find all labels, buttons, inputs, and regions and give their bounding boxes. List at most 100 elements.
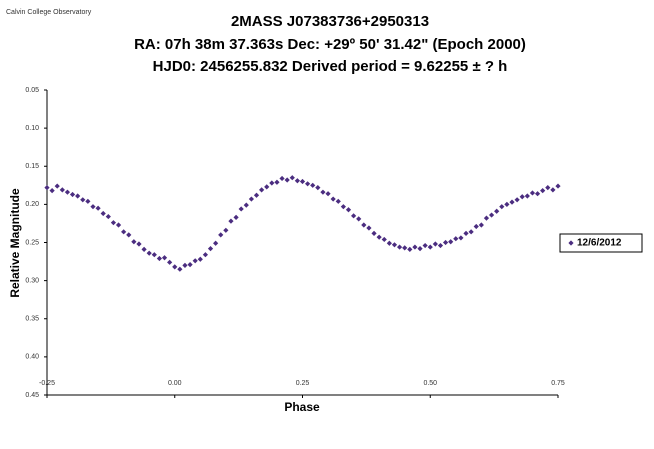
data-point <box>269 180 275 186</box>
data-point <box>437 242 444 249</box>
data-point <box>131 239 137 245</box>
data-point <box>524 193 530 199</box>
data-point <box>432 241 438 247</box>
data-point <box>463 230 469 236</box>
data-point <box>442 239 449 246</box>
data-point <box>305 181 311 187</box>
data-point <box>396 244 403 250</box>
data-point <box>253 192 260 198</box>
y-tick-label: 0.25 <box>25 239 39 246</box>
data-point <box>534 191 541 197</box>
title-line: 2MASS J07383736+2950313 <box>231 13 429 30</box>
data-point <box>483 215 490 221</box>
data-point <box>310 182 316 188</box>
data-point <box>412 244 418 250</box>
data-point <box>514 197 520 203</box>
data-point <box>115 222 122 228</box>
data-point <box>126 232 132 238</box>
data-point <box>545 185 551 191</box>
x-tick-label: 0.25 <box>296 380 310 387</box>
data-point <box>192 258 198 264</box>
data-point <box>289 175 295 181</box>
data-point <box>161 255 168 261</box>
data-point <box>141 246 147 252</box>
data-point <box>59 187 65 193</box>
data-point <box>402 245 408 251</box>
x-tick-label: -0.25 <box>39 380 55 387</box>
data-point <box>351 213 357 219</box>
data-point <box>238 206 244 212</box>
data-point <box>345 207 352 213</box>
data-point <box>80 197 86 203</box>
data-point <box>529 190 536 196</box>
data-point <box>361 222 367 228</box>
data-point <box>146 250 152 256</box>
data-point <box>519 194 525 200</box>
source: Calvin College Observatory <box>6 9 92 16</box>
data-point <box>90 204 96 210</box>
data-point <box>391 242 398 248</box>
data-point <box>386 240 392 246</box>
data-point <box>376 234 382 240</box>
data-point <box>100 210 106 217</box>
data-point <box>156 255 163 262</box>
data-point <box>494 208 500 214</box>
y-tick-label: 0.10 <box>25 125 39 132</box>
data-point <box>555 183 561 189</box>
legend-box <box>559 233 643 253</box>
data-point <box>488 212 495 218</box>
data-point <box>325 191 331 197</box>
x-axis-title: Phase <box>284 400 320 414</box>
data-point <box>299 178 306 185</box>
data-point <box>330 196 336 202</box>
data-point <box>85 198 91 204</box>
data-point <box>243 202 249 208</box>
data-point <box>458 235 464 241</box>
data-point <box>407 246 413 252</box>
data-point <box>499 204 505 210</box>
data-point <box>202 252 209 258</box>
data-point <box>54 183 60 189</box>
data-point <box>177 266 183 272</box>
data-point <box>121 229 127 235</box>
data-point <box>64 189 71 195</box>
y-tick-label: 0.15 <box>25 163 39 170</box>
data-point <box>44 185 50 191</box>
y-tick-label: 0.05 <box>25 87 39 94</box>
data-point <box>218 232 224 238</box>
legend-label: 12/6/2012 <box>577 238 622 249</box>
data-point <box>453 236 459 242</box>
data-point <box>320 189 326 195</box>
data-point <box>151 252 157 258</box>
data-point <box>417 246 423 252</box>
x-tick-label: 0.00 <box>168 380 182 387</box>
data-point <box>427 244 433 250</box>
y-tick-label: 0.45 <box>25 392 39 399</box>
data-point <box>228 218 234 224</box>
data-point <box>95 205 101 211</box>
y-tick-label: 0.40 <box>25 354 39 361</box>
data-point <box>550 187 556 193</box>
y-tick-label: 0.35 <box>25 316 39 323</box>
data-point <box>110 220 117 226</box>
data-point <box>279 175 285 182</box>
data-point <box>381 236 387 243</box>
data-point <box>371 230 377 236</box>
data-point <box>448 239 454 245</box>
y-axis-title: Relative Magnitude <box>8 188 22 298</box>
title-line: HJD0: 2456255.832 Derived period = 9.622… <box>153 58 508 75</box>
data-point <box>315 185 321 191</box>
data-point <box>356 216 362 222</box>
data-point <box>172 264 178 270</box>
data-point <box>197 256 203 262</box>
data-point <box>540 188 546 194</box>
data-point <box>366 225 372 231</box>
data-point <box>509 199 515 205</box>
data-point <box>335 198 341 204</box>
data-point <box>504 201 510 207</box>
data-point <box>340 204 346 210</box>
data-point <box>274 179 280 185</box>
data-point <box>223 227 229 233</box>
data-point <box>264 184 270 190</box>
